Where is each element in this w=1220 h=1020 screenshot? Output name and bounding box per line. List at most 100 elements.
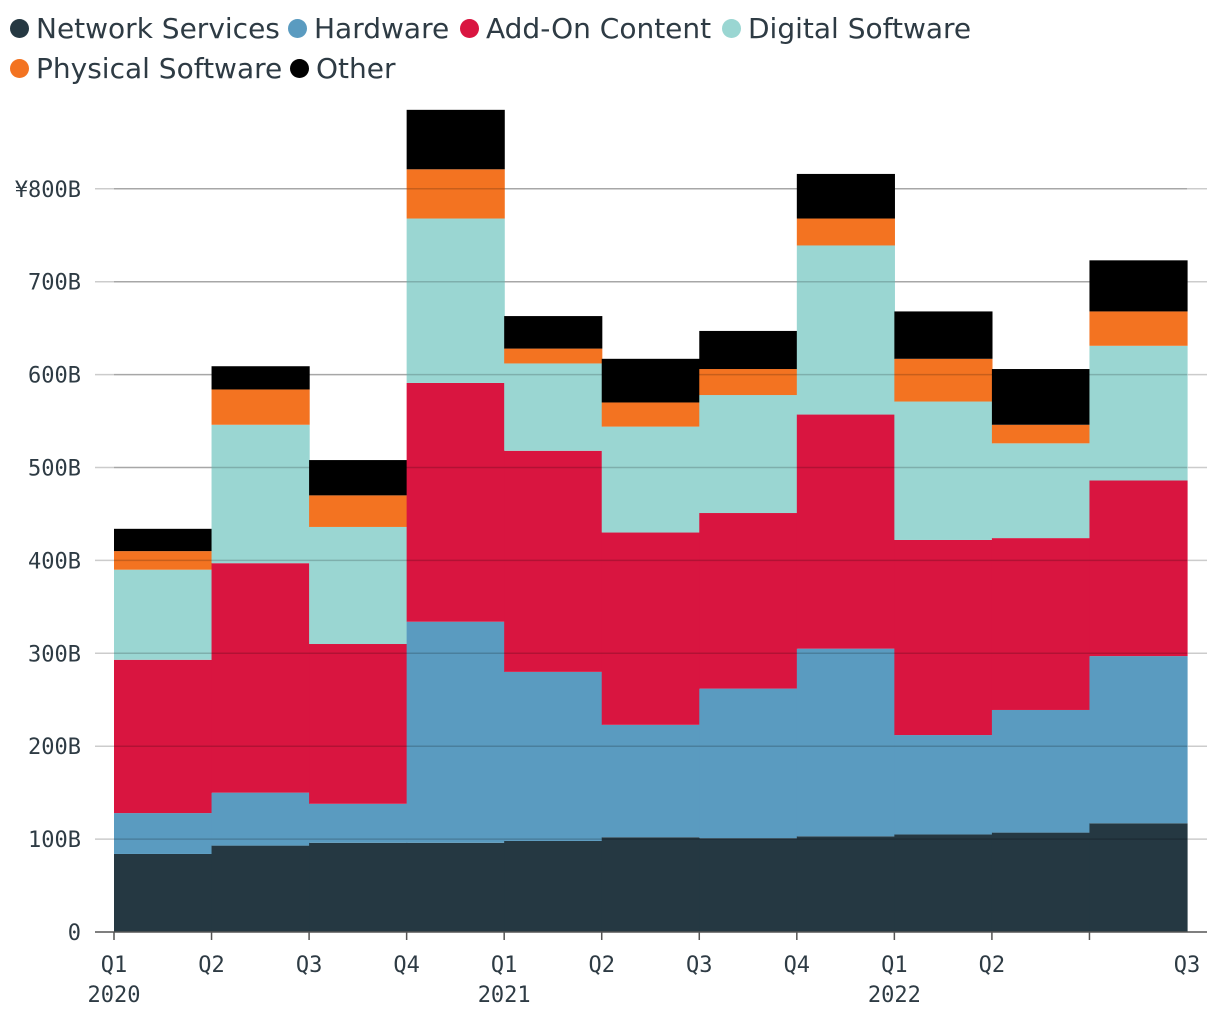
bar-add-on-content-q4-2021 [796, 414, 895, 649]
bar-hardware-q2-2021 [601, 724, 700, 838]
bar-other-q3-2022 [1089, 260, 1188, 312]
bar-physical-software-q1-2021 [504, 348, 603, 364]
legend-label: Other [316, 52, 396, 85]
bar-add-on-content-q2-2022 [991, 538, 1091, 710]
gridline-overlay [114, 188, 1187, 840]
legend-item-other: Other [290, 52, 396, 85]
bar-network-services-q4-2021 [796, 836, 895, 932]
y-tick-label: 100B [28, 828, 81, 853]
y-tick-label: 200B [28, 735, 81, 760]
y-tick-label: 300B [28, 642, 81, 667]
bar-hardware-q4-2020 [406, 621, 505, 843]
bar-physical-software-q3-2022 [1089, 311, 1188, 346]
x-tick-year-label: 2021 [478, 983, 531, 1008]
bar-network-services-q1-2020 [114, 853, 213, 932]
bar-physical-software-q2-2020 [211, 389, 310, 425]
bar-add-on-content-q3-2020 [309, 644, 408, 804]
bar-other-q1-2020 [114, 528, 213, 552]
bar-hardware-q2-2020 [211, 792, 310, 846]
y-tick-label: 600B [28, 364, 81, 389]
legend-marker [10, 19, 29, 38]
x-tick-label: Q3 [1174, 953, 1201, 978]
bar-network-services-q2-2020 [211, 845, 310, 932]
bar-physical-software-q4-2020 [406, 169, 505, 219]
bar-physical-software-q1-2020 [114, 551, 213, 570]
bar-other-q4-2020 [406, 109, 505, 170]
legend-label: Digital Software [748, 12, 972, 45]
bar-add-on-content-q2-2020 [211, 563, 310, 793]
legend-label: Physical Software [36, 52, 283, 85]
bar-add-on-content-q4-2020 [406, 382, 505, 622]
bar-physical-software-q2-2021 [601, 402, 700, 427]
bar-hardware-q1-2021 [504, 671, 603, 841]
x-tick-year-label: 2020 [88, 983, 141, 1008]
bar-physical-software-q3-2021 [699, 369, 798, 396]
bar-digital-software-q2-2021 [601, 426, 700, 533]
bar-digital-software-q2-2020 [211, 424, 310, 564]
bar-network-services-q2-2022 [991, 832, 1091, 932]
bar-hardware-q1-2022 [894, 735, 993, 835]
bar-network-services-q1-2022 [894, 834, 993, 932]
bar-digital-software-q2-2022 [991, 443, 1091, 539]
legend-marker [10, 59, 29, 78]
legend-item-network-services: Network Services [10, 12, 280, 45]
y-tick-label: 700B [28, 271, 81, 296]
bar-other-q3-2020 [309, 460, 408, 496]
y-tick-label: 0 [68, 921, 81, 946]
bar-other-q1-2021 [504, 316, 603, 349]
bar-digital-software-q4-2020 [406, 218, 505, 383]
x-tick-label: Q3 [296, 953, 323, 978]
bar-physical-software-q4-2021 [796, 218, 895, 246]
bar-hardware-q3-2020 [309, 803, 408, 843]
bar-other-q2-2022 [991, 369, 1091, 425]
bar-other-q2-2021 [601, 358, 700, 403]
bar-hardware-q3-2022 [1089, 656, 1188, 824]
bar-physical-software-q3-2020 [309, 495, 408, 527]
x-tick-label: Q4 [784, 953, 811, 978]
bar-digital-software-q3-2022 [1089, 345, 1188, 481]
bar-physical-software-q1-2022 [894, 358, 993, 402]
bar-digital-software-q3-2020 [309, 526, 408, 645]
y-tick-label: ¥800B [15, 178, 81, 203]
legend-marker [288, 19, 307, 38]
x-tick-label: Q2 [198, 953, 225, 978]
legend-label: Hardware [314, 12, 450, 45]
x-tick-label: Q4 [393, 953, 420, 978]
bar-network-services-q2-2021 [601, 837, 700, 932]
x-tick-year-label: 2022 [868, 983, 921, 1008]
x-tick-label: Q1 [101, 953, 128, 978]
legend-item-digital-software: Digital Software [722, 12, 971, 45]
bar-other-q1-2022 [894, 311, 993, 359]
y-tick-label: 400B [28, 549, 81, 574]
bar-add-on-content-q1-2021 [504, 450, 603, 672]
bar-physical-software-q2-2022 [991, 424, 1091, 444]
bar-hardware-q3-2021 [699, 688, 798, 839]
bar-other-q3-2021 [699, 330, 798, 370]
legend-label: Network Services [36, 12, 280, 45]
legend-item-add-on-content: Add-On Content [460, 12, 711, 45]
legend-marker [460, 19, 479, 38]
bar-network-services-q3-2020 [309, 842, 408, 932]
x-tick-label: Q1 [491, 953, 518, 978]
x-tick-label: Q2 [588, 953, 615, 978]
bar-network-services-q3-2021 [699, 838, 798, 932]
bar-other-q4-2021 [796, 173, 895, 219]
x-tick-label: Q1 [881, 953, 908, 978]
legend-label: Add-On Content [486, 12, 712, 45]
bar-network-services-q1-2021 [504, 840, 603, 932]
x-tick-label: Q3 [686, 953, 713, 978]
bar-network-services-q4-2020 [406, 842, 505, 932]
legend-marker [290, 59, 309, 78]
legend-item-physical-software: Physical Software [10, 52, 282, 85]
bar-digital-software-q3-2021 [699, 395, 798, 514]
bar-digital-software-q1-2020 [114, 569, 213, 660]
bar-add-on-content-q1-2022 [894, 539, 993, 736]
axes: 0 100B 200B 300B 400B 500B 600B 700B ¥800B Q1 2020… [15, 178, 1207, 1008]
bar-add-on-content-q1-2020 [114, 659, 213, 814]
bar-hardware-q1-2020 [114, 813, 213, 854]
legend-marker [722, 19, 741, 38]
legend-item-hardware: Hardware [288, 12, 449, 45]
y-tick-label: 500B [28, 457, 81, 482]
bar-hardware-q2-2022 [991, 709, 1091, 833]
